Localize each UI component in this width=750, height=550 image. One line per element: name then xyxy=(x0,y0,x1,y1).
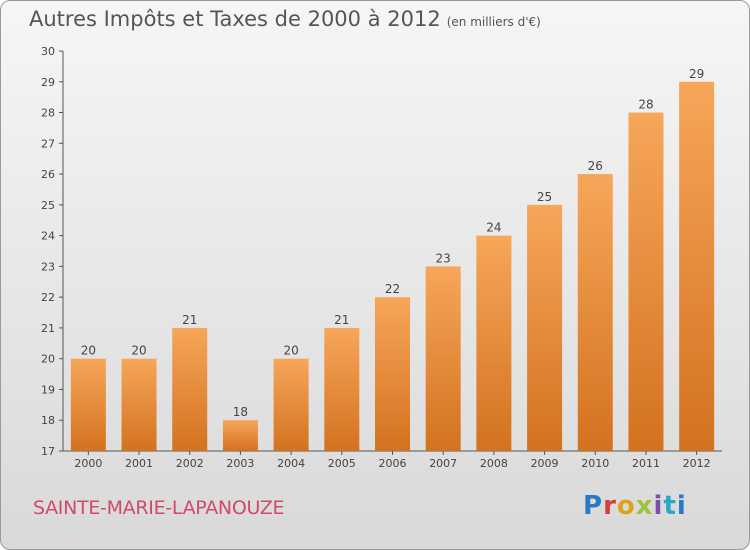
bar-2005 xyxy=(324,327,360,451)
axes: 17 18 19 20 21 22 23 24 25 26 27 28 29 30 2000 2001 2002… xyxy=(41,45,722,470)
data-label-2010: 26 xyxy=(588,159,603,173)
bar-2011 xyxy=(628,112,664,452)
y-tick-label: 23 xyxy=(41,260,55,273)
logo-letter: i xyxy=(676,491,687,521)
y-tick-label: 18 xyxy=(41,414,55,427)
logo-letter: P xyxy=(583,491,604,521)
bar-2004 xyxy=(273,358,309,451)
bar-2010 xyxy=(577,174,613,452)
x-tick-label: 2002 xyxy=(176,457,204,470)
logo-letter: i xyxy=(653,491,664,521)
data-label-2012: 29 xyxy=(689,67,704,81)
y-tick-label: 28 xyxy=(41,107,55,120)
x-tick-label: 2008 xyxy=(480,457,508,470)
x-tick-label: 2010 xyxy=(581,457,609,470)
logo-letter: x xyxy=(635,491,654,521)
bar-2000 xyxy=(70,358,106,451)
logo-letter: r xyxy=(603,491,617,521)
data-labels: 20 20 21 18 20 21 22 23 24 25 26 28 29 xyxy=(81,67,705,419)
chart-title-text: Autres Impôts et Taxes de 2000 à 2012 xyxy=(29,7,441,31)
commune-name: SAINTE-MARIE-LAPANOUZE xyxy=(33,497,285,519)
y-tick-label: 25 xyxy=(41,199,55,212)
y-tick-label: 19 xyxy=(41,383,55,396)
data-label-2000: 20 xyxy=(81,344,96,358)
x-tick-label: 2004 xyxy=(277,457,305,470)
data-label-2009: 25 xyxy=(537,190,552,204)
x-tick-label: 2005 xyxy=(328,457,356,470)
y-tick-label: 26 xyxy=(41,168,55,181)
x-tick-label: 2003 xyxy=(226,457,254,470)
logo-letter: t xyxy=(663,491,677,521)
data-label-2011: 28 xyxy=(638,98,653,112)
bar-2009 xyxy=(527,204,563,451)
chart-subtitle: (en milliers d'€) xyxy=(446,15,541,29)
x-tick-label: 2009 xyxy=(531,457,559,470)
chart-title: Autres Impôts et Taxes de 2000 à 2012 (en… xyxy=(29,7,541,31)
x-tick-label: 2001 xyxy=(125,457,153,470)
data-label-2001: 20 xyxy=(131,344,146,358)
y-tick-label: 29 xyxy=(41,76,55,89)
y-tick-label: 20 xyxy=(41,353,55,366)
data-label-2005: 21 xyxy=(334,313,349,327)
y-tick-label: 24 xyxy=(41,230,55,243)
x-tick-label: 2000 xyxy=(74,457,102,470)
y-tick-label: 21 xyxy=(41,322,55,335)
data-label-2008: 24 xyxy=(486,221,501,235)
bar-2008 xyxy=(476,235,512,451)
bar-2012 xyxy=(679,81,715,452)
y-tick-label: 17 xyxy=(41,445,55,458)
x-tick-label: 2012 xyxy=(683,457,711,470)
data-label-2002: 21 xyxy=(182,313,197,327)
bars xyxy=(70,81,715,452)
data-label-2007: 23 xyxy=(436,251,451,265)
data-label-2004: 20 xyxy=(283,344,298,358)
x-tick-label: 2011 xyxy=(632,457,660,470)
bar-2001 xyxy=(121,358,157,451)
data-label-2003: 18 xyxy=(233,405,248,419)
y-tick-label: 22 xyxy=(41,291,55,304)
bar-2003 xyxy=(222,420,258,451)
y-tick-label: 27 xyxy=(41,137,55,150)
bar-2002 xyxy=(172,327,208,451)
logo-letter: o xyxy=(616,491,636,521)
data-label-2006: 22 xyxy=(385,282,400,296)
x-tick-label: 2007 xyxy=(429,457,457,470)
y-tick-label: 30 xyxy=(41,45,55,58)
proxiti-logo: Proxiti xyxy=(583,491,687,521)
x-tick-label: 2006 xyxy=(379,457,407,470)
bar-2006 xyxy=(375,297,410,451)
bar-2007 xyxy=(425,266,461,451)
